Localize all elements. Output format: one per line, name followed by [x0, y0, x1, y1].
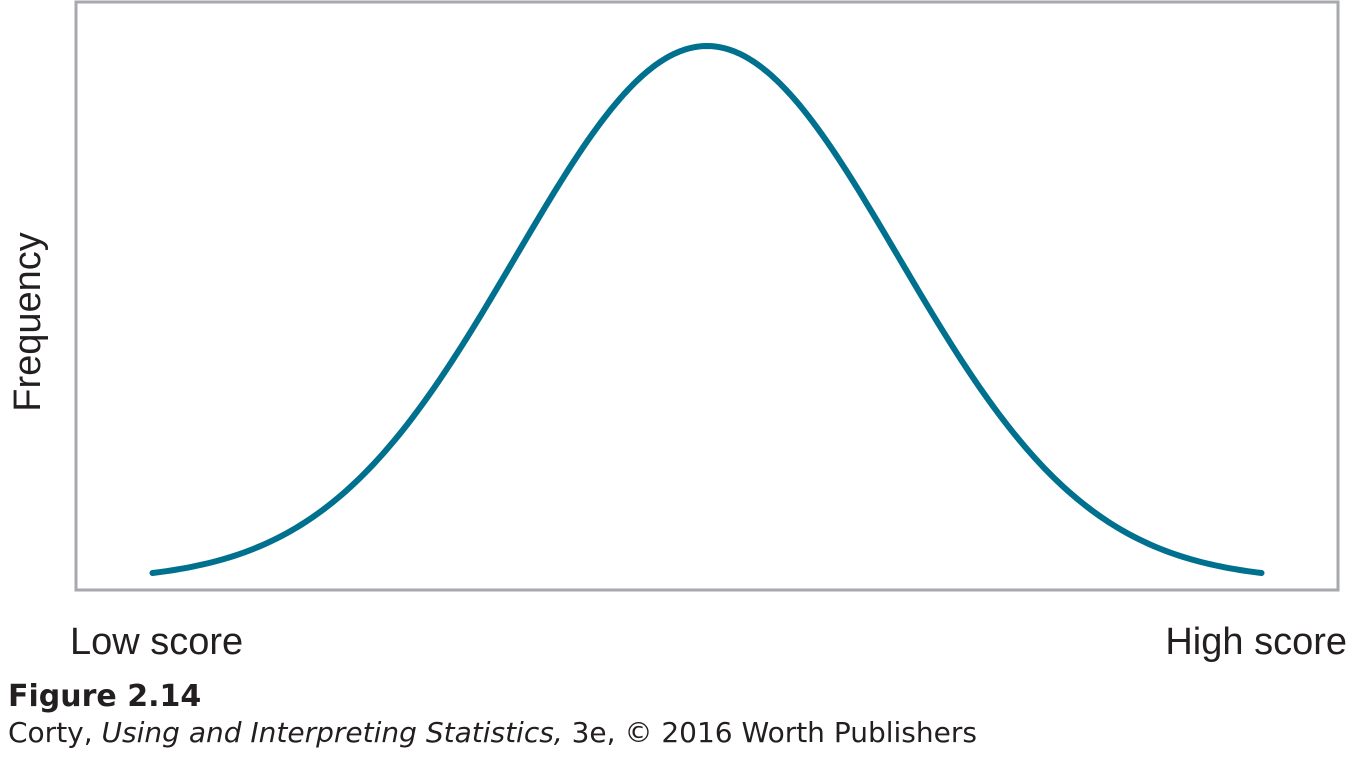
- credit-book-title: Using and Interpreting Statistics,: [101, 716, 563, 749]
- distribution-curve: [149, 43, 1265, 577]
- plot-frame: [74, 0, 1340, 592]
- x-tick-label-low: Low score: [70, 621, 243, 663]
- credit-prefix: Corty,: [8, 716, 102, 749]
- figure-number: Figure 2.14: [8, 679, 202, 714]
- x-tick-label-high: High score: [1165, 621, 1347, 663]
- y-axis-label: Frequency: [7, 232, 49, 412]
- chart: Frequency Low score High score: [7, 0, 1347, 663]
- credit-suffix: 3e, © 2016 Worth Publishers: [562, 716, 977, 749]
- figure-credit: Corty, Using and Interpreting Statistics…: [8, 716, 977, 749]
